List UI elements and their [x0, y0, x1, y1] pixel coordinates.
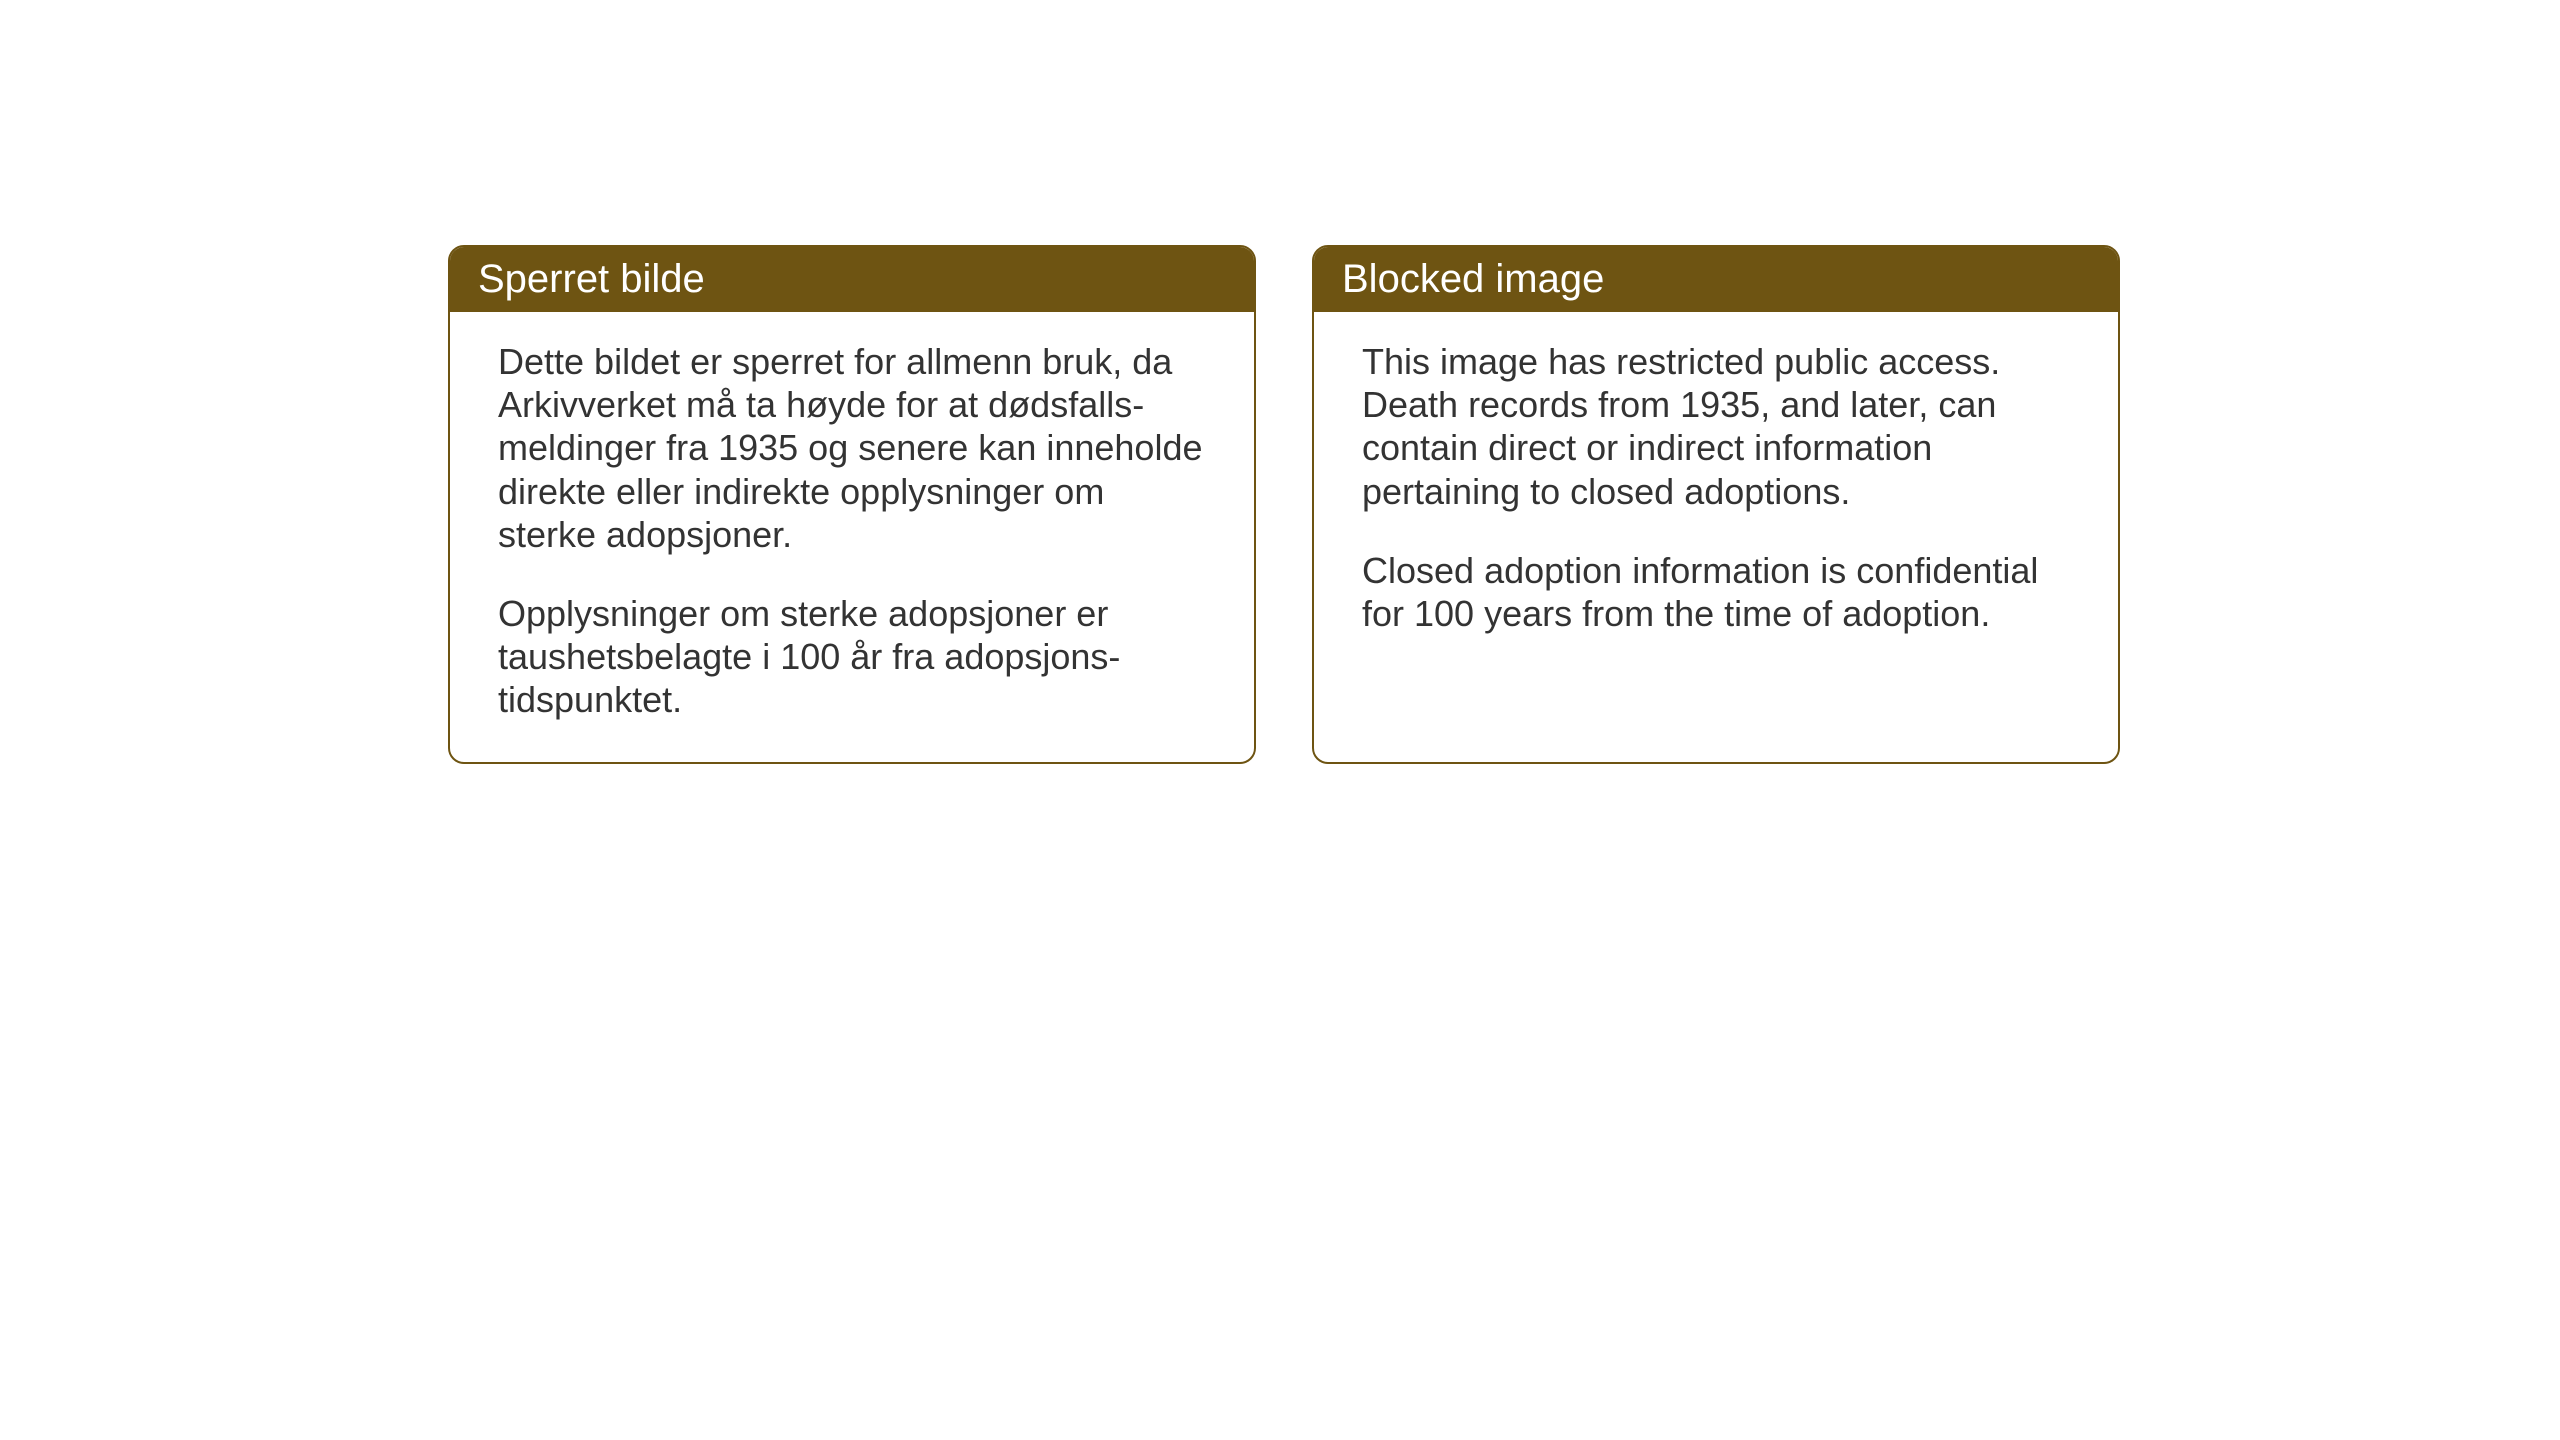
- panel-text-norwegian-1: Dette bildet er sperret for allmenn bruk…: [498, 340, 1206, 556]
- panel-body-norwegian: Dette bildet er sperret for allmenn bruk…: [450, 312, 1254, 762]
- panel-text-norwegian-2: Opplysninger om sterke adopsjoner er tau…: [498, 592, 1206, 722]
- panel-text-english-1: This image has restricted public access.…: [1362, 340, 2070, 513]
- panel-header-english: Blocked image: [1314, 247, 2118, 312]
- panel-header-norwegian: Sperret bilde: [450, 247, 1254, 312]
- panel-body-english: This image has restricted public access.…: [1314, 312, 2118, 675]
- panel-norwegian: Sperret bilde Dette bildet er sperret fo…: [448, 245, 1256, 764]
- panels-container: Sperret bilde Dette bildet er sperret fo…: [448, 245, 2120, 764]
- panel-title-english: Blocked image: [1342, 257, 1604, 301]
- panel-title-norwegian: Sperret bilde: [478, 257, 705, 301]
- panel-english: Blocked image This image has restricted …: [1312, 245, 2120, 764]
- panel-text-english-2: Closed adoption information is confident…: [1362, 549, 2070, 635]
